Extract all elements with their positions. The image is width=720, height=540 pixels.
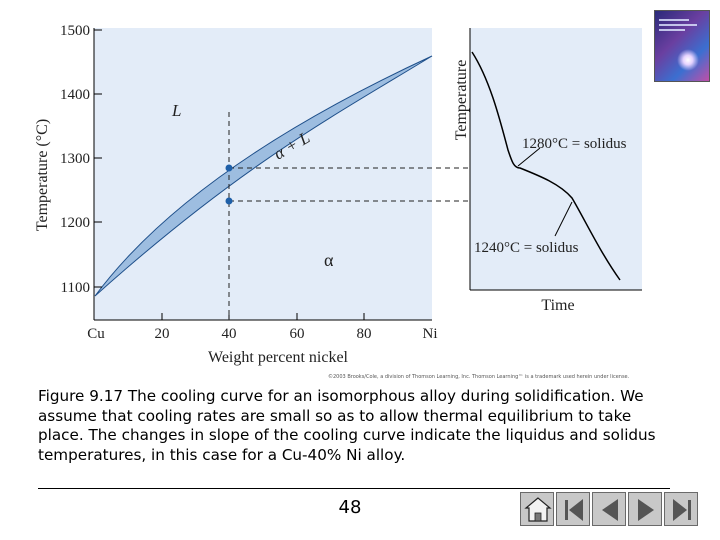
cooling-curve [471, 51, 621, 281]
first-slide-button[interactable] [556, 492, 590, 526]
home-button[interactable] [520, 492, 554, 526]
cooling-y-axis-title: Temperature [453, 60, 470, 141]
y-tick-label: 1500 [60, 23, 90, 39]
x-tick-label: 20 [155, 326, 170, 342]
x-tick-label: Cu [87, 326, 105, 342]
solidus-point-marker [225, 197, 233, 205]
previous-slide-icon [602, 499, 618, 521]
footer-divider [38, 488, 670, 489]
y-tick-label: 1100 [61, 280, 90, 296]
y-tick-label: 1200 [60, 215, 90, 231]
next-slide-button[interactable] [628, 492, 662, 526]
x-tick-label: Ni [423, 326, 438, 342]
liquid-region-label: L [171, 101, 181, 120]
figure-caption: Figure 9.17 The cooling curve for an iso… [38, 387, 656, 464]
last-slide-button[interactable] [664, 492, 698, 526]
cooling-x-axis-title: Time [541, 297, 574, 314]
two-phase-region [94, 55, 433, 297]
x-axis-title: Weight percent nickel [208, 349, 349, 366]
copyright-credit: ©2003 Brooks/Cole, a division of Thomson… [328, 374, 630, 380]
liquidus-annotation: 1280°C = solidus [522, 136, 627, 152]
solidus-annotation: 1240°C = solidus [474, 240, 579, 256]
cooling-curve-background [470, 28, 642, 290]
slide-navigation [520, 492, 700, 528]
y-tick-label: 1400 [60, 87, 90, 103]
next-slide-icon [638, 499, 654, 521]
x-tick-label: 80 [357, 326, 372, 342]
y-axis-title: Temperature (°C) [34, 119, 51, 231]
previous-slide-button[interactable] [592, 492, 626, 526]
first-slide-icon [565, 499, 583, 521]
phase-diagram-figure: 1500 1400 1300 1200 1100 Cu 20 40 60 80 … [34, 23, 642, 366]
y-tick-label: 1300 [60, 151, 90, 167]
liquidus-point-marker [225, 164, 233, 172]
last-slide-icon [673, 499, 691, 521]
home-icon [524, 497, 552, 522]
alpha-region-label: α [324, 250, 334, 270]
x-tick-label: 40 [222, 326, 237, 342]
liquidus-annotation-pointer [517, 147, 541, 167]
page-number: 48 [338, 497, 362, 518]
x-tick-label: 60 [290, 326, 305, 342]
solidus-annotation-pointer [554, 201, 573, 237]
book-cover-image [654, 10, 710, 82]
phase-diagram-background [94, 28, 432, 320]
